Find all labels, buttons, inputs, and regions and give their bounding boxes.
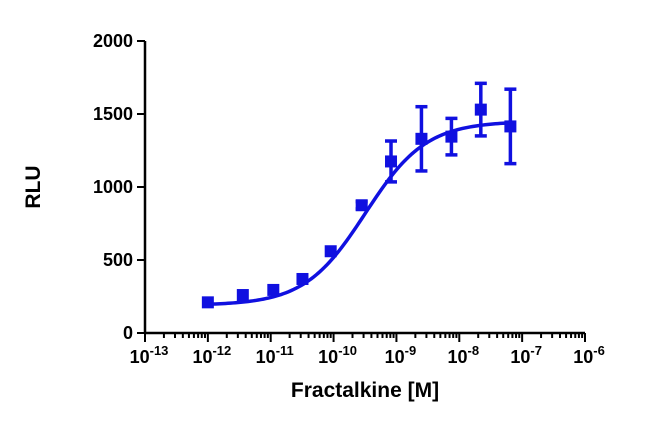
x-minor-ticks — [162, 333, 584, 338]
data-point-0 — [201, 296, 214, 309]
data-point-4 — [324, 245, 337, 258]
square-marker-10 — [504, 120, 517, 133]
y-ticks: 0 500 1000 1500 2000 — [93, 31, 145, 343]
x-tick-label-7: 10-6 — [573, 343, 605, 367]
axes — [143, 41, 585, 335]
data-points-layer — [201, 81, 517, 309]
y-tick-label-0: 0 — [123, 323, 133, 343]
square-marker-6 — [385, 155, 398, 168]
data-point-5 — [355, 199, 368, 212]
square-marker-0 — [201, 296, 214, 309]
data-point-7 — [415, 104, 428, 173]
square-marker-1 — [236, 289, 249, 302]
data-point-6 — [385, 139, 398, 184]
x-tick-label-6: 10-7 — [510, 343, 542, 367]
y-tick-label-1: 500 — [103, 250, 133, 270]
fit-curve — [207, 121, 511, 306]
fit-curve-layer — [207, 121, 511, 306]
square-marker-8 — [445, 130, 458, 143]
x-tick-label-0: 10-13 — [130, 343, 169, 367]
data-point-10 — [504, 87, 517, 166]
x-tick-label-3: 10-10 — [318, 343, 357, 367]
x-ticks: 10-13 10-12 10-11 10-10 10-9 10-8 10-7 10-6 — [130, 333, 605, 367]
square-marker-3 — [296, 272, 309, 285]
square-marker-9 — [474, 103, 487, 116]
square-marker-5 — [355, 199, 368, 212]
data-point-8 — [445, 116, 458, 157]
data-point-2 — [267, 283, 280, 296]
square-marker-2 — [267, 283, 280, 296]
data-point-3 — [296, 272, 309, 285]
y-tick-label-2: 1000 — [93, 177, 133, 197]
data-point-9 — [474, 81, 487, 138]
square-marker-7 — [415, 132, 428, 145]
x-tick-label-5: 10-8 — [447, 343, 479, 367]
square-marker-4 — [324, 245, 337, 258]
y-tick-label-3: 1500 — [93, 104, 133, 124]
x-tick-label-4: 10-9 — [385, 343, 417, 367]
y-axis-title: RLU — [22, 165, 45, 208]
x-axis-title: Fractalkine [M] — [291, 379, 439, 402]
y-tick-label-4: 2000 — [93, 31, 133, 51]
data-point-1 — [236, 289, 249, 302]
x-tick-label-1: 10-12 — [192, 343, 231, 367]
x-tick-label-2: 10-11 — [256, 343, 294, 367]
